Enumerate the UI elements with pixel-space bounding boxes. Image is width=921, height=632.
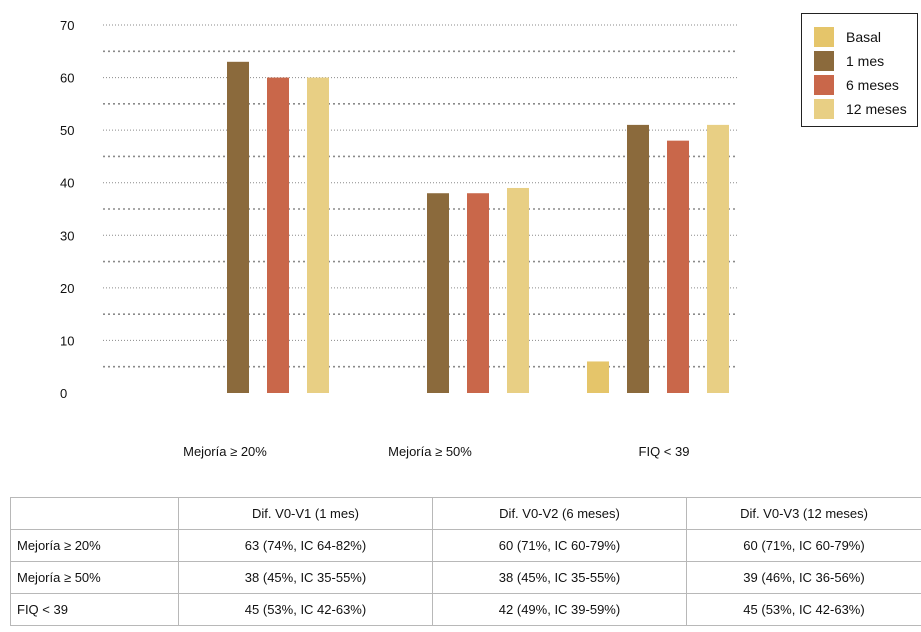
legend-item-12-meses: 12 meses — [814, 99, 907, 119]
bar — [467, 193, 489, 393]
table-row-label: Mejoría ≥ 20% — [10, 529, 179, 562]
table-cell: 45 (53%, IC 42-63%) — [686, 593, 921, 626]
table-header-cell — [10, 497, 179, 530]
bar — [307, 77, 329, 394]
bar — [507, 187, 529, 393]
legend-label-1-mes: 1 mes — [846, 53, 885, 69]
bar — [267, 77, 289, 394]
x-category-label: Mejoría ≥ 50% — [388, 444, 472, 459]
table-header-row: Dif. V0-V1 (1 mes) Dif. V0-V2 (6 meses) … — [10, 497, 921, 530]
y-tick-label: 40 — [60, 176, 74, 191]
legend: Basal 1 mes 6 meses 12 meses — [801, 13, 918, 127]
table-row-label: FIQ < 39 — [10, 593, 179, 626]
bar — [227, 61, 249, 394]
table-header-cell: Dif. V0-V3 (12 meses) — [686, 497, 921, 530]
x-category-label: Mejoría ≥ 20% — [183, 444, 267, 459]
legend-label-basal: Basal — [846, 29, 882, 45]
table-cell: 60 (71%, IC 60-79%) — [686, 529, 921, 562]
y-tick-label: 70 — [60, 18, 74, 33]
legend-label-12-meses: 12 meses — [846, 101, 907, 117]
bar — [627, 124, 649, 393]
legend-label-6-meses: 6 meses — [846, 77, 899, 93]
table-row: Mejoría ≥ 50% 38 (45%, IC 35-55%) 38 (45… — [10, 561, 921, 594]
bar — [427, 193, 449, 393]
y-tick-label: 0 — [60, 386, 67, 401]
table-row-label: Mejoría ≥ 50% — [10, 561, 179, 594]
table-cell: 39 (46%, IC 36-56%) — [686, 561, 921, 594]
bar-chart: 70 60 50 40 30 20 10 0 Mejoría ≥ 20% Mejoría ≥ 50… — [60, 18, 738, 459]
bar — [667, 140, 689, 393]
legend-item-basal: Basal — [814, 27, 881, 47]
table-cell: 42 (49%, IC 39-59%) — [432, 593, 687, 626]
legend-item-6-meses: 6 meses — [814, 75, 899, 95]
legend-swatch-basal — [814, 27, 834, 47]
y-tick-label: 20 — [60, 281, 74, 296]
table-row: FIQ < 39 45 (53%, IC 42-63%) 42 (49%, IC… — [10, 593, 921, 626]
y-tick-label: 30 — [60, 228, 74, 243]
table-cell: 38 (45%, IC 35-55%) — [432, 561, 687, 594]
y-tick-label: 10 — [60, 333, 74, 348]
legend-item-1-mes: 1 mes — [814, 51, 884, 71]
y-tick-label: 50 — [60, 123, 74, 138]
table-cell: 63 (74%, IC 64-82%) — [178, 529, 433, 562]
legend-swatch-6-meses — [814, 75, 834, 95]
bar — [707, 124, 729, 393]
table-cell: 38 (45%, IC 35-55%) — [178, 561, 433, 594]
legend-swatch-12-meses — [814, 99, 834, 119]
table-cell: 60 (71%, IC 60-79%) — [432, 529, 687, 562]
table-header-cell: Dif. V0-V2 (6 meses) — [432, 497, 687, 530]
y-tick-label: 60 — [60, 71, 74, 86]
table-cell: 45 (53%, IC 42-63%) — [178, 593, 433, 626]
table-row: Mejoría ≥ 20% 63 (74%, IC 64-82%) 60 (71… — [10, 529, 921, 562]
bar — [587, 361, 609, 393]
results-table: Dif. V0-V1 (1 mes) Dif. V0-V2 (6 meses) … — [10, 497, 921, 626]
legend-swatch-1-mes — [814, 51, 834, 71]
table-header-cell: Dif. V0-V1 (1 mes) — [178, 497, 433, 530]
x-category-label: FIQ < 39 — [639, 444, 690, 459]
chart-area: 70 60 50 40 30 20 10 0 Mejoría ≥ 20% Mejoría ≥ 50… — [60, 18, 738, 459]
